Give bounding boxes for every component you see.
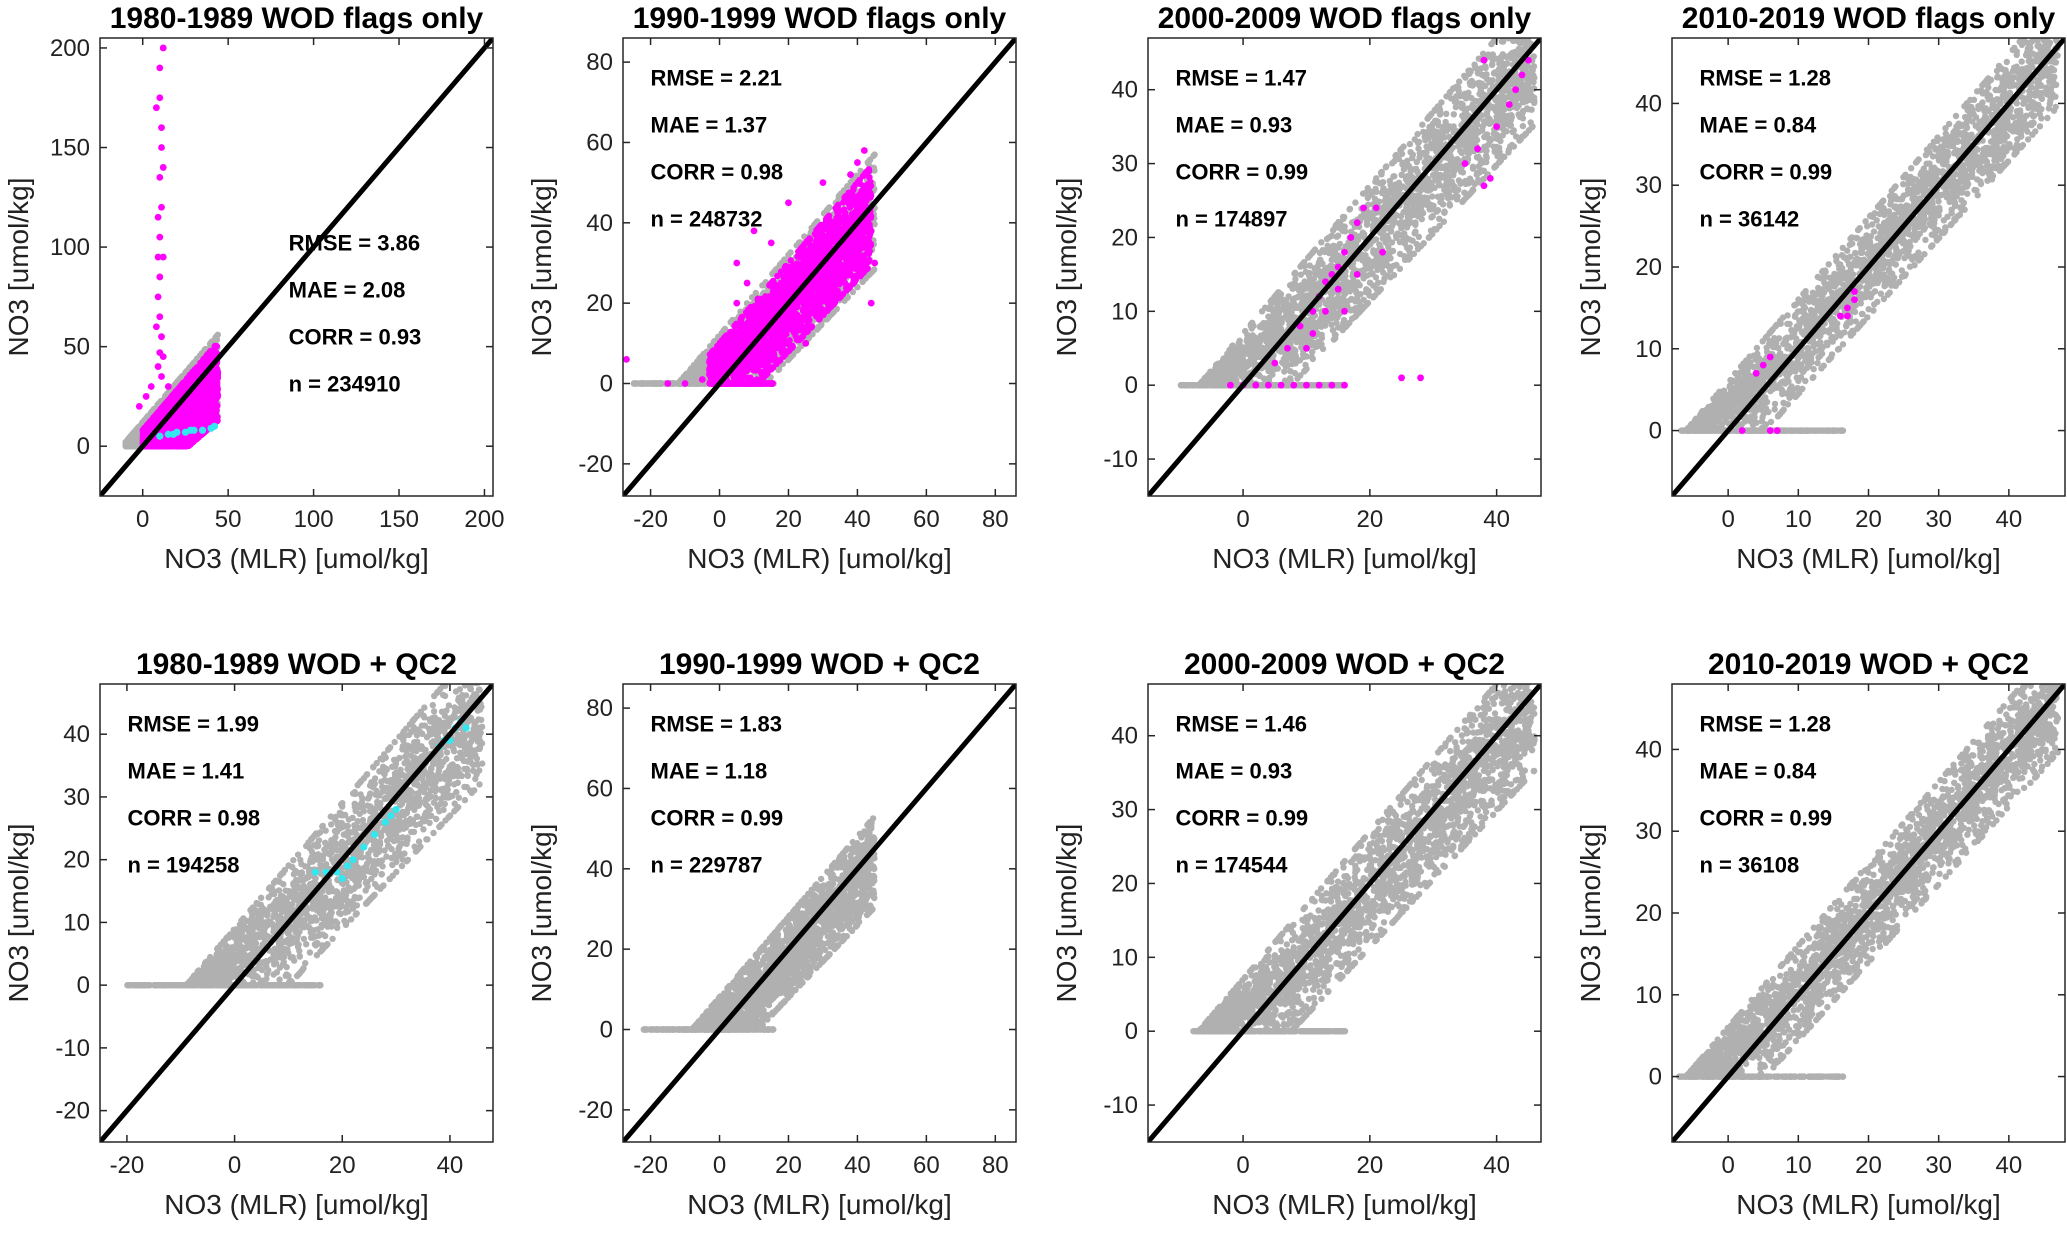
wod-flagged-point (186, 372, 193, 379)
wod-flagged-point (200, 381, 208, 388)
wod-flagged-point (212, 350, 219, 357)
gray-point (129, 438, 136, 445)
gray-point (198, 350, 206, 357)
wod-flagged-point (197, 359, 204, 367)
wod-flagged-point (212, 387, 219, 395)
gray-point (134, 425, 141, 432)
wod-flagged-point (166, 395, 173, 403)
wod-flagged-point (194, 401, 201, 408)
wod-flagged-point (195, 385, 203, 392)
wod-flagged-point (170, 443, 177, 450)
wod-flagged-point (201, 419, 208, 426)
gray-point (213, 333, 220, 340)
wod-flagged-point (175, 443, 182, 450)
wod-flagged-point (211, 343, 218, 350)
wod-flagged-point (182, 377, 190, 384)
wod-flagged-point (211, 374, 218, 381)
wod-flagged-point (178, 414, 186, 421)
wod-flagged-point (166, 436, 173, 443)
wod-flagged-point (201, 404, 208, 412)
plot-area (100, 38, 493, 496)
wod-flagged-point (188, 418, 195, 425)
gray-point (122, 443, 129, 450)
wod-flagged-point (209, 382, 216, 390)
wod-flagged-point (186, 400, 193, 407)
wod-flagged-point (209, 406, 216, 414)
wod-flagged-point (188, 409, 195, 417)
wod-flagged-point (214, 369, 221, 376)
wod-flagged-point (180, 443, 187, 450)
